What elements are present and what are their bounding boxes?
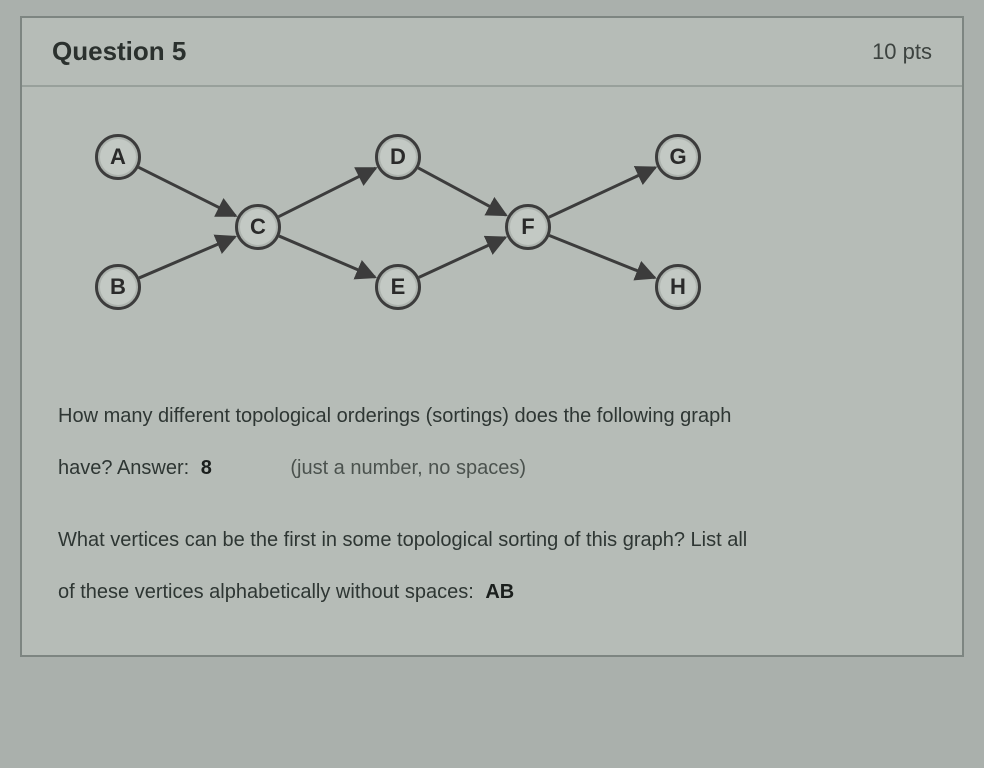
q1-label: have? Answer: (58, 457, 189, 479)
edge-F-H (549, 236, 654, 278)
question-card: Question 5 10 pts ABCDEFGH How many diff… (20, 16, 964, 657)
edge-C-E (279, 236, 375, 277)
edge-C-D (279, 168, 376, 217)
question1-line1: How many different topological orderings… (58, 397, 926, 435)
graph-diagram: A B C D E F G H (58, 117, 918, 357)
node-A: A (95, 134, 141, 180)
question1-line2: have? Answer: 8 (just a number, no space… (58, 449, 926, 487)
q1-answer-input[interactable]: 8 (195, 449, 235, 487)
q2-answer-input[interactable]: AB (479, 573, 520, 611)
q2-label: of these vertices alphabetically without… (58, 581, 474, 603)
question-points: 10 pts (872, 39, 932, 65)
node-F: F (505, 204, 551, 250)
node-D: D (375, 134, 421, 180)
question-title: Question 5 (52, 36, 186, 67)
node-G: G (655, 134, 701, 180)
node-E: E (375, 264, 421, 310)
question2-line2: of these vertices alphabetically without… (58, 573, 926, 611)
question2-line1: What vertices can be the first in some t… (58, 521, 926, 559)
edge-E-F (419, 237, 505, 277)
edge-B-C (139, 237, 235, 278)
node-H: H (655, 264, 701, 310)
edge-F-G (549, 168, 656, 218)
node-C: C (235, 204, 281, 250)
question-body: ABCDEFGH How many different topological … (22, 87, 962, 655)
edge-D-F (418, 168, 506, 215)
edge-A-C (139, 167, 236, 216)
q1-hint: (just a number, no spaces) (290, 457, 526, 479)
graph-edges (58, 117, 918, 357)
node-B: B (95, 264, 141, 310)
question-header: Question 5 10 pts (22, 18, 962, 87)
